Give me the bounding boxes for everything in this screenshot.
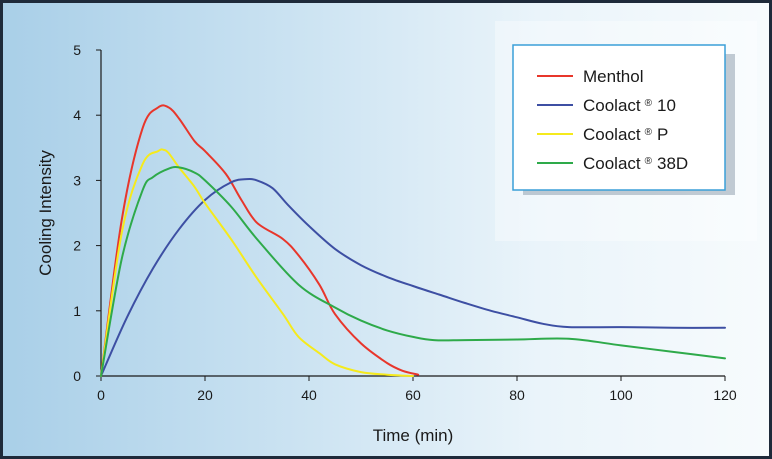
legend-label-coolact-p: Coolact ® P [583, 125, 668, 144]
y-tick-label: 5 [73, 42, 81, 58]
y-tick-label: 4 [73, 107, 81, 123]
legend: Menthol Coolact ® 10 Coolact ® P Coolact ® 38D [512, 44, 735, 195]
y-tick-label: 2 [73, 238, 81, 254]
legend-label-menthol: Menthol [583, 67, 643, 86]
x-tick-label: 60 [405, 387, 421, 403]
series-lines [100, 104, 726, 377]
legend-label-registered-mark: ® [645, 127, 653, 138]
x-tick-label: 20 [197, 387, 213, 403]
legend-label-suffix: 38D [657, 154, 688, 173]
y-axis-title: Cooling Intensity [36, 150, 55, 276]
legend-label-registered-mark: ® [645, 98, 653, 109]
legend-label-suffix: 10 [657, 96, 676, 115]
cooling-intensity-chart: 0 20 40 60 80 100 120 0 1 2 3 4 5 Time (min) Coolin… [36, 21, 757, 445]
x-tick-label: 80 [509, 387, 525, 403]
x-tick-label: 120 [713, 387, 737, 403]
legend-label-coolact-10: Coolact ® 10 [583, 96, 676, 115]
series-line-coolact-10 [100, 177, 726, 377]
legend-label-main: Coolact [583, 96, 641, 115]
y-tick-label: 0 [73, 368, 81, 384]
legend-box [512, 44, 726, 191]
x-ticks: 0 20 40 60 80 100 120 [97, 376, 737, 403]
legend-label-suffix: P [657, 125, 668, 144]
x-tick-label: 0 [97, 387, 105, 403]
y-ticks: 0 1 2 3 4 5 [73, 42, 101, 384]
legend-label-coolact-38d: Coolact ® 38D [583, 154, 688, 173]
legend-label-main: Coolact [583, 125, 641, 144]
legend-label-main: Coolact [583, 154, 641, 173]
series-line-menthol [100, 104, 420, 377]
x-axis-title: Time (min) [373, 426, 454, 445]
series-line-coolact-38d [100, 166, 726, 377]
legend-label-registered-mark: ® [645, 156, 653, 167]
y-tick-label: 3 [73, 172, 81, 188]
x-tick-label: 40 [301, 387, 317, 403]
x-tick-label: 100 [609, 387, 633, 403]
y-tick-label: 1 [73, 303, 81, 319]
series-line-coolact-p [100, 148, 414, 377]
legend-label-main: Menthol [583, 67, 643, 86]
legend-items: Menthol Coolact ® 10 Coolact ® P Coolact ® 38D [537, 67, 688, 173]
